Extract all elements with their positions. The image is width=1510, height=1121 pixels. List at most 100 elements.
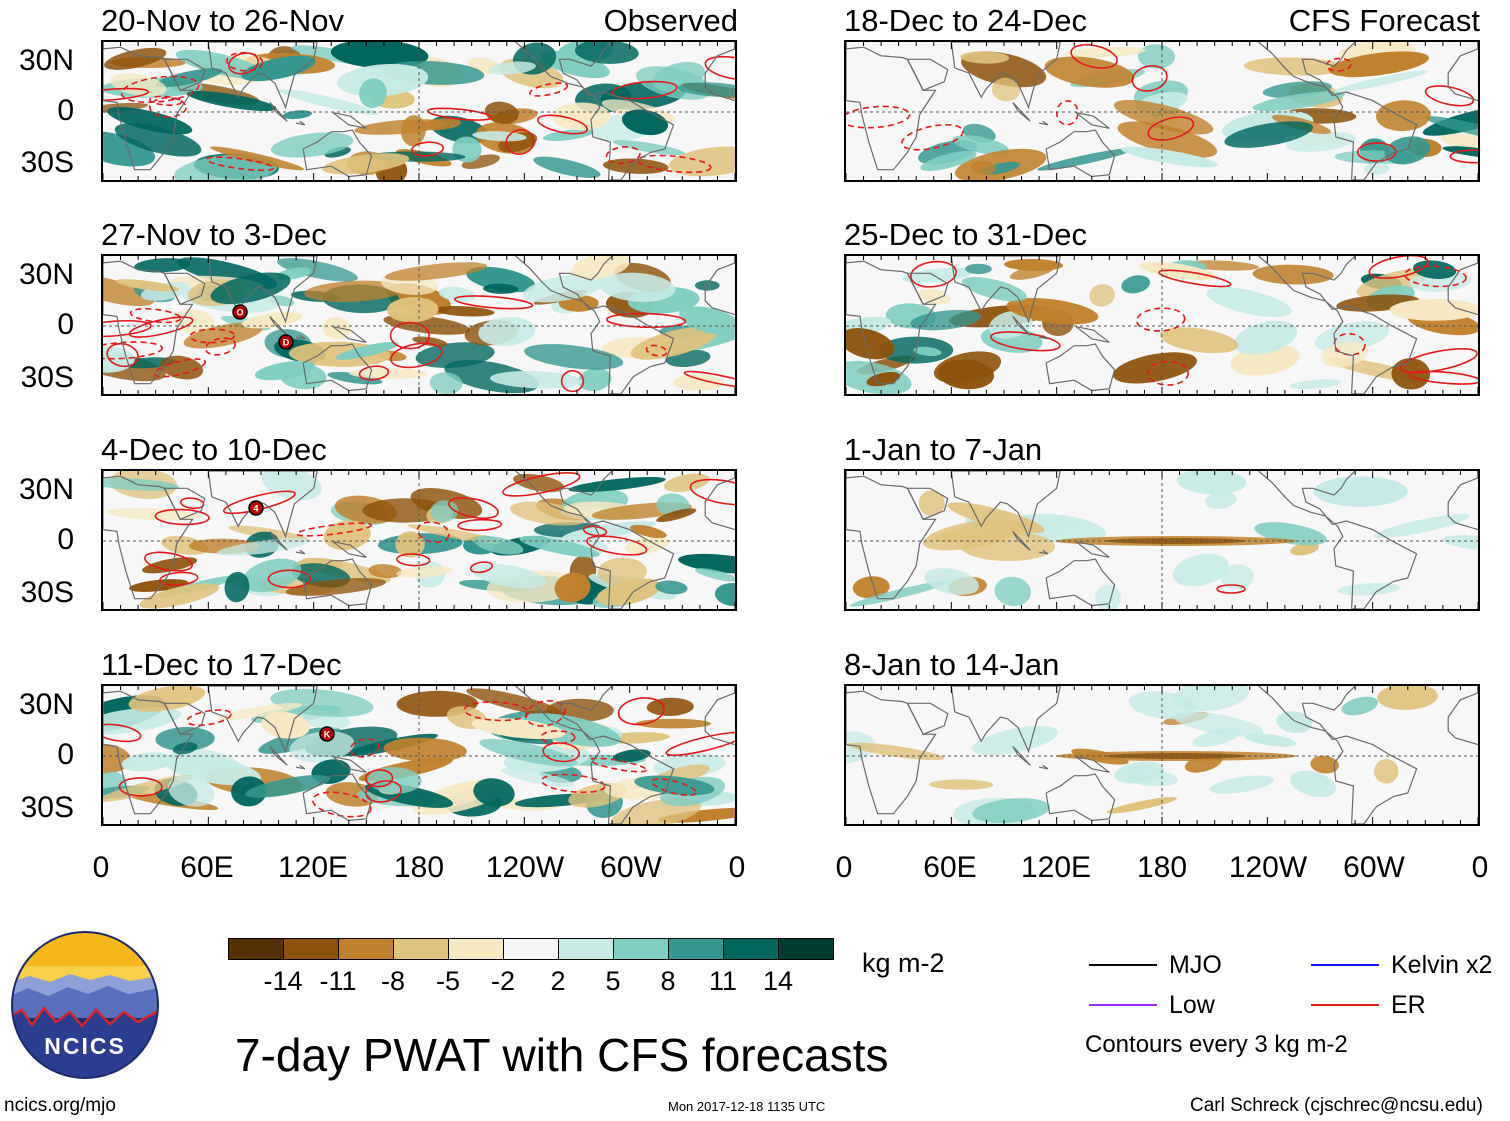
colorbar-tick-label: -14 bbox=[263, 966, 303, 996]
map-panel-8 bbox=[844, 684, 1480, 826]
lon-label-180: 180 bbox=[1136, 851, 1188, 884]
lat-label-30s: 30S bbox=[20, 576, 74, 609]
legend-label-er: ER bbox=[1391, 991, 1426, 1019]
colorbar-swatch bbox=[448, 938, 504, 960]
colorbar-swatch bbox=[393, 938, 449, 960]
lat-label-eq: 0 bbox=[57, 308, 74, 341]
lat-label-eq: 0 bbox=[57, 738, 74, 771]
colorbar-swatch bbox=[613, 938, 669, 960]
forecast-label: CFS Forecast bbox=[1288, 3, 1480, 38]
legend-label-mjo: MJO bbox=[1169, 951, 1222, 979]
lon-label-0-end: 0 bbox=[728, 851, 746, 884]
map-graphic bbox=[846, 42, 1478, 180]
storm-marker: 4 bbox=[248, 500, 264, 516]
lat-label-eq: 0 bbox=[57, 523, 74, 556]
chart-title: 7-day PWAT with CFS forecasts bbox=[235, 1029, 889, 1081]
panel-title-2: 27-Nov to 3-Dec bbox=[101, 217, 327, 252]
map-panel-3: 4 bbox=[101, 469, 737, 611]
colorbar-tick-label: -2 bbox=[490, 966, 515, 996]
panel-title-3: 4-Dec to 10-Dec bbox=[101, 432, 327, 467]
map-graphic bbox=[846, 686, 1478, 824]
colorbar bbox=[228, 938, 834, 962]
lat-label-30s: 30S bbox=[20, 146, 74, 179]
colorbar-swatch bbox=[338, 938, 394, 960]
panel-title-4: 11-Dec to 17-Dec bbox=[101, 647, 342, 682]
map-graphic: K bbox=[103, 686, 735, 824]
contour-note: Contours every 3 kg m-2 bbox=[1085, 1031, 1348, 1058]
lat-label-30s: 30S bbox=[20, 361, 74, 394]
lat-label-30s: 30S bbox=[20, 791, 74, 824]
legend-line-mjo bbox=[1089, 964, 1157, 966]
map-panel-4: K bbox=[101, 684, 737, 826]
storm-marker: D bbox=[278, 334, 294, 350]
lat-label-30n: 30N bbox=[18, 44, 74, 77]
colorbar-swatch bbox=[668, 938, 724, 960]
observed-label: Observed bbox=[603, 3, 738, 38]
lon-label-60e: 60E bbox=[180, 851, 234, 884]
footer-credit: Carl Schreck (cjschrec@ncsu.edu) bbox=[1190, 1095, 1483, 1116]
colorbar-tick-label: -11 bbox=[319, 966, 357, 996]
legend-line-er bbox=[1311, 1004, 1379, 1006]
lat-label-30n: 30N bbox=[18, 258, 74, 291]
lon-label-120w: 120W bbox=[485, 851, 565, 884]
panel-title-6: 25-Dec to 31-Dec bbox=[844, 217, 1087, 252]
colorbar-swatch bbox=[558, 938, 614, 960]
map-panel-1 bbox=[101, 40, 737, 182]
panel-title-1: 20-Nov to 26-Nov bbox=[101, 3, 344, 38]
lon-label-0: 0 bbox=[92, 851, 110, 884]
legend-line-low bbox=[1089, 1004, 1157, 1006]
footer-url[interactable]: ncics.org/mjo bbox=[4, 1095, 116, 1116]
colorbar-swatch bbox=[228, 938, 284, 960]
panel-title-5: 18-Dec to 24-Dec bbox=[844, 3, 1087, 38]
ncics-logo-graphic bbox=[11, 931, 159, 1079]
legend-label-kelvin: Kelvin x2 bbox=[1391, 951, 1493, 979]
colorbar-tick-label: 2 bbox=[550, 966, 566, 996]
colorbar-tick-label: 11 bbox=[708, 966, 738, 996]
colorbar-tick-label: 14 bbox=[762, 966, 794, 996]
colorbar-swatch bbox=[283, 938, 339, 960]
panel-title-7: 1-Jan to 7-Jan bbox=[844, 432, 1043, 467]
legend-line-kelvin bbox=[1311, 964, 1379, 966]
colorbar-tick-label: -8 bbox=[380, 966, 405, 996]
lon-label-0: 0 bbox=[835, 851, 853, 884]
colorbar-swatch bbox=[778, 938, 834, 960]
map-graphic bbox=[103, 42, 735, 180]
storm-marker-label: D bbox=[283, 338, 290, 348]
colorbar-tick-label: 5 bbox=[605, 966, 621, 996]
map-graphic: 4 bbox=[103, 471, 735, 609]
map-graphic bbox=[846, 256, 1478, 394]
lon-label-60w: 60W bbox=[600, 851, 662, 884]
lon-label-60w: 60W bbox=[1343, 851, 1405, 884]
colorbar-tick-label: 8 bbox=[660, 966, 676, 996]
lon-label-180: 180 bbox=[393, 851, 445, 884]
storm-marker-label: O bbox=[236, 308, 243, 318]
logo-text: NCICS bbox=[44, 1033, 126, 1059]
colorbar-swatch bbox=[723, 938, 779, 960]
map-graphic bbox=[846, 471, 1478, 609]
footer-timestamp: Mon 2017-12-18 1135 UTC bbox=[668, 1099, 826, 1114]
lon-label-120w: 120W bbox=[1228, 851, 1308, 884]
colorbar-tick-label: -5 bbox=[435, 966, 460, 996]
lon-label-120e: 120E bbox=[1020, 851, 1092, 884]
map-graphic: OD bbox=[103, 256, 735, 394]
lon-label-120e: 120E bbox=[277, 851, 349, 884]
storm-marker-label: 4 bbox=[253, 504, 258, 514]
storm-marker-label: K bbox=[324, 730, 331, 740]
lat-label-eq: 0 bbox=[57, 94, 74, 127]
colorbar-unit: kg m-2 bbox=[862, 948, 945, 978]
lat-label-30n: 30N bbox=[18, 688, 74, 721]
lat-label-30n: 30N bbox=[18, 473, 74, 506]
map-panel-5 bbox=[844, 40, 1480, 182]
storm-marker: O bbox=[232, 304, 248, 320]
storm-marker: K bbox=[319, 726, 335, 742]
legend: MJO Kelvin x2 Low ER Contours every 3 kg… bbox=[1085, 948, 1505, 1058]
map-panel-6 bbox=[844, 254, 1480, 396]
lon-label-60e: 60E bbox=[923, 851, 977, 884]
lon-label-0-end: 0 bbox=[1471, 851, 1489, 884]
legend-label-low: Low bbox=[1169, 991, 1215, 1019]
colorbar-swatch bbox=[503, 938, 559, 960]
map-panel-7 bbox=[844, 469, 1480, 611]
panel-title-8: 8-Jan to 14-Jan bbox=[844, 647, 1060, 682]
ncics-logo: NCICS bbox=[10, 930, 160, 1080]
